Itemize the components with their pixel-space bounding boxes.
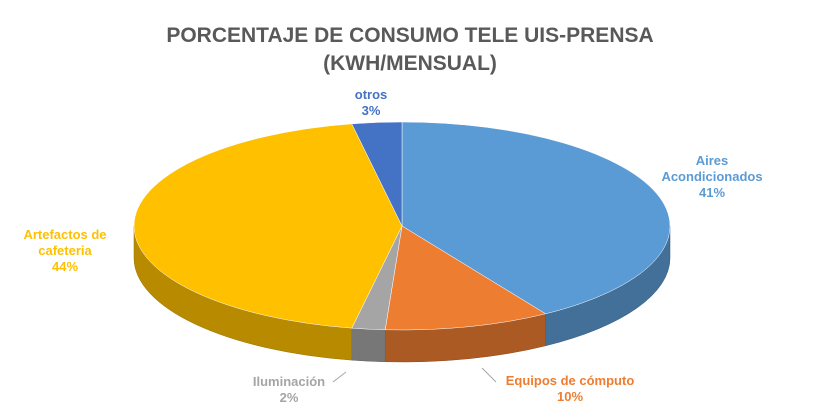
data-label-category: Iluminación xyxy=(252,374,326,389)
data-label-value: 41% xyxy=(698,185,726,200)
data-label-value: 2% xyxy=(279,390,299,405)
data-label: Iluminación 2% xyxy=(229,374,349,406)
data-label-category: Aires Acondicionados xyxy=(661,153,763,184)
data-label: Aires Acondicionados 41% xyxy=(652,153,772,201)
data-label-category: otros xyxy=(354,87,388,102)
data-label-category: Equipos de cómputo xyxy=(505,373,635,388)
data-label: Equipos de cómputo 10% xyxy=(505,373,635,405)
chart-title: PORCENTAJE DE CONSUMO TELE UIS-PRENSA (K… xyxy=(166,24,654,75)
slice xyxy=(401,121,671,315)
leader-line xyxy=(332,371,347,383)
data-label: Artefactos de cafeteria 44% xyxy=(11,227,119,275)
slice xyxy=(351,121,403,227)
data-label-value: 44% xyxy=(51,259,79,274)
slice xyxy=(133,123,403,329)
leader-line xyxy=(481,367,497,383)
data-label-value: 10% xyxy=(556,389,584,404)
data-label-value: 3% xyxy=(361,103,381,118)
data-label-category: Artefactos de cafeteria xyxy=(23,227,107,258)
slice xyxy=(384,225,547,331)
slice-side xyxy=(351,327,386,363)
data-label: otros 3% xyxy=(331,87,411,119)
